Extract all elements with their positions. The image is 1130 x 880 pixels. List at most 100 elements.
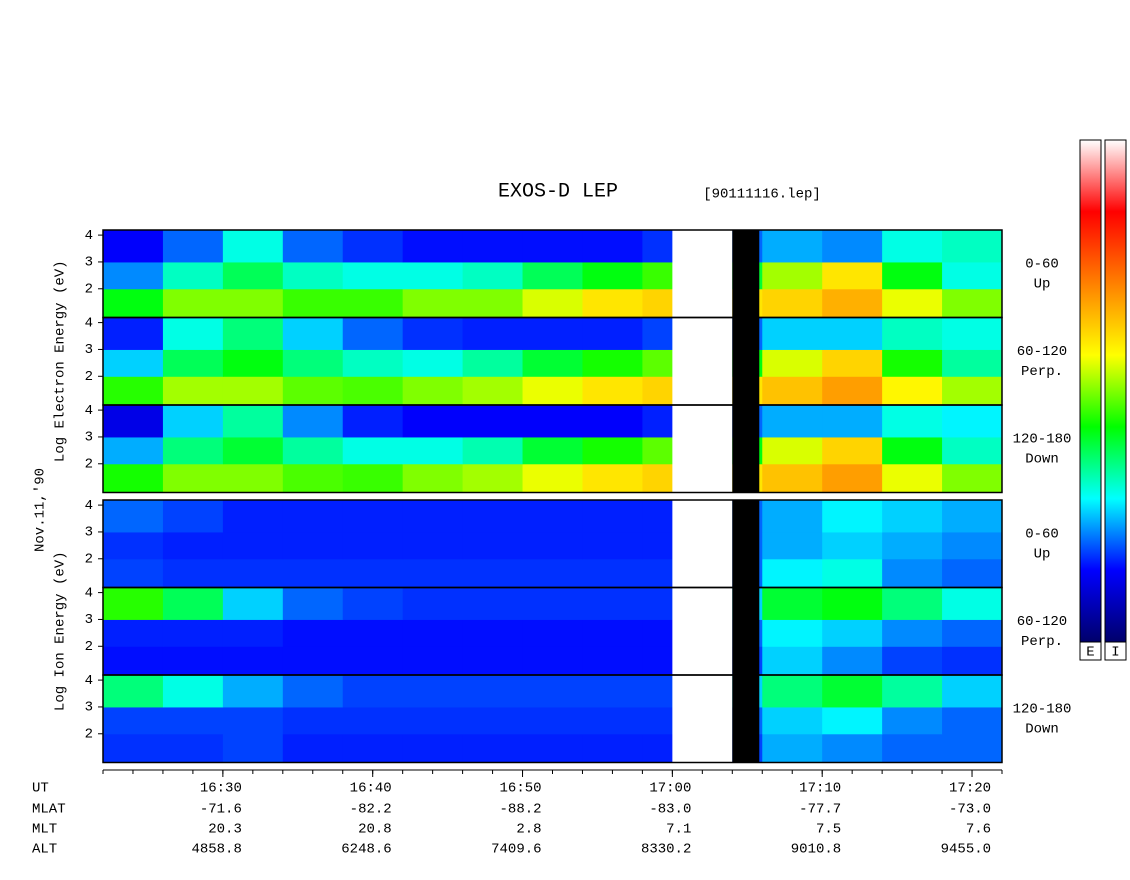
spectrogram-cell (882, 706, 943, 735)
ephemeris-name: UT (32, 781, 49, 797)
spectrogram-cell (402, 376, 464, 406)
y-tick-label: 2 (85, 551, 93, 567)
spectrogram-cell (342, 436, 404, 465)
spectrogram-cell (942, 405, 1003, 438)
spectrogram-cell (402, 619, 464, 647)
spectrogram-cell (162, 288, 224, 318)
spectrogram-cell (582, 376, 643, 406)
spectrogram-cell (522, 587, 583, 620)
spectrogram-cell (522, 230, 583, 263)
spectrogram-cell (822, 587, 883, 620)
spectrogram-cell (762, 733, 823, 763)
spectrogram-cell (522, 706, 583, 735)
spectrogram-cell (462, 733, 524, 763)
spectrogram-cell (282, 706, 344, 735)
spectrogram-cell (342, 261, 404, 290)
spectrogram-cell (402, 733, 464, 763)
colorbar-label-box (1104, 641, 1127, 661)
panel-label: Down (1025, 721, 1059, 737)
spectrogram-cell (462, 230, 524, 263)
spectrogram-cell (402, 349, 464, 377)
spectrogram-cell (282, 436, 344, 465)
spectrogram-cell (222, 531, 284, 560)
y-tick-label: 4 (85, 228, 93, 244)
spectrogram-cell (582, 436, 643, 465)
data-gap (732, 230, 760, 318)
spectrogram-cell (342, 531, 404, 560)
spectrogram-cell (162, 230, 224, 263)
y-tick-label: 2 (85, 281, 93, 297)
ephemeris-name: MLT (32, 822, 57, 838)
spectrogram-cell (222, 436, 284, 465)
spectrogram-cell (103, 317, 164, 350)
spectrogram-cell (522, 349, 583, 377)
spectrogram-cell (103, 288, 164, 318)
ephemeris-value: 7.6 (966, 822, 991, 838)
ephemeris-value: 20.8 (358, 822, 392, 838)
data-gap (732, 675, 760, 763)
spectrogram-cell (522, 558, 583, 588)
spectrogram-cell (462, 646, 524, 676)
y-tick-label: 4 (85, 585, 93, 601)
spectrogram-cell (822, 500, 883, 533)
spectrogram-cell (222, 317, 284, 350)
spectrogram-cell (282, 463, 344, 493)
spectrogram-cell (582, 288, 643, 318)
spectrogram-cell (222, 288, 284, 318)
spectrogram-cell (222, 646, 284, 676)
panel-frame (102, 404, 1003, 494)
spectrogram-cell (462, 619, 524, 647)
spectrogram-cell (462, 288, 524, 318)
ephemeris-value: 16:50 (500, 781, 542, 797)
spectrogram-cell (342, 706, 404, 735)
spectrogram-cell (522, 675, 583, 708)
y-tick-label: 4 (85, 498, 93, 514)
spectrogram-cell (462, 675, 524, 708)
spectrogram-cell (882, 261, 943, 290)
spectrogram-cell (103, 619, 164, 647)
spectrogram-cell (103, 706, 164, 735)
spectrogram-cell (882, 500, 943, 533)
spectrogram-cell (462, 349, 524, 377)
panel-label: 60-120 (1017, 344, 1067, 360)
y-tick-label: 2 (85, 456, 93, 472)
spectrogram-cell (762, 531, 823, 560)
spectrogram-cell (103, 646, 164, 676)
spectrogram-cell (103, 587, 164, 620)
spectrogram-cell (282, 230, 344, 263)
ephemeris-name: ALT (32, 842, 57, 858)
spectrogram-cell (942, 619, 1003, 647)
spectrogram-cell (222, 587, 284, 620)
spectrogram-cell (762, 558, 823, 588)
ephemeris-name: MLAT (32, 802, 66, 818)
spectrogram-cell (342, 619, 404, 647)
spectrogram-cell (222, 558, 284, 588)
spectrogram-cell (162, 349, 224, 377)
spectrogram-cell (582, 349, 643, 377)
spectrogram-cell (882, 558, 943, 588)
spectrogram-cell (222, 376, 284, 406)
spectrogram-cell (582, 405, 643, 438)
spectrogram-cell (582, 463, 643, 493)
spectrogram-cell (402, 288, 464, 318)
ephemeris-value: 8330.2 (641, 842, 691, 858)
spectrogram-cell (162, 706, 224, 735)
spectrogram-cell (282, 619, 344, 647)
ephemeris-value: 7409.6 (491, 842, 541, 858)
spectrogram-cell (103, 230, 164, 263)
spectrogram-cell (282, 558, 344, 588)
spectrogram-cell (822, 675, 883, 708)
panel-label: Up (1034, 276, 1051, 292)
spectrogram-cell (822, 261, 883, 290)
spectrogram-cell (822, 531, 883, 560)
spectrogram-cell (162, 317, 224, 350)
spectrogram-cell (222, 405, 284, 438)
spectrogram-cell (222, 349, 284, 377)
ephemeris-value: 20.3 (208, 822, 242, 838)
spectrogram-cell (762, 463, 823, 493)
spectrogram-cell (162, 646, 224, 676)
spectrogram-cell (762, 646, 823, 676)
chart-title: EXOS-D LEP (498, 180, 618, 203)
spectrogram-cell (822, 463, 883, 493)
spectrogram-cell (282, 349, 344, 377)
